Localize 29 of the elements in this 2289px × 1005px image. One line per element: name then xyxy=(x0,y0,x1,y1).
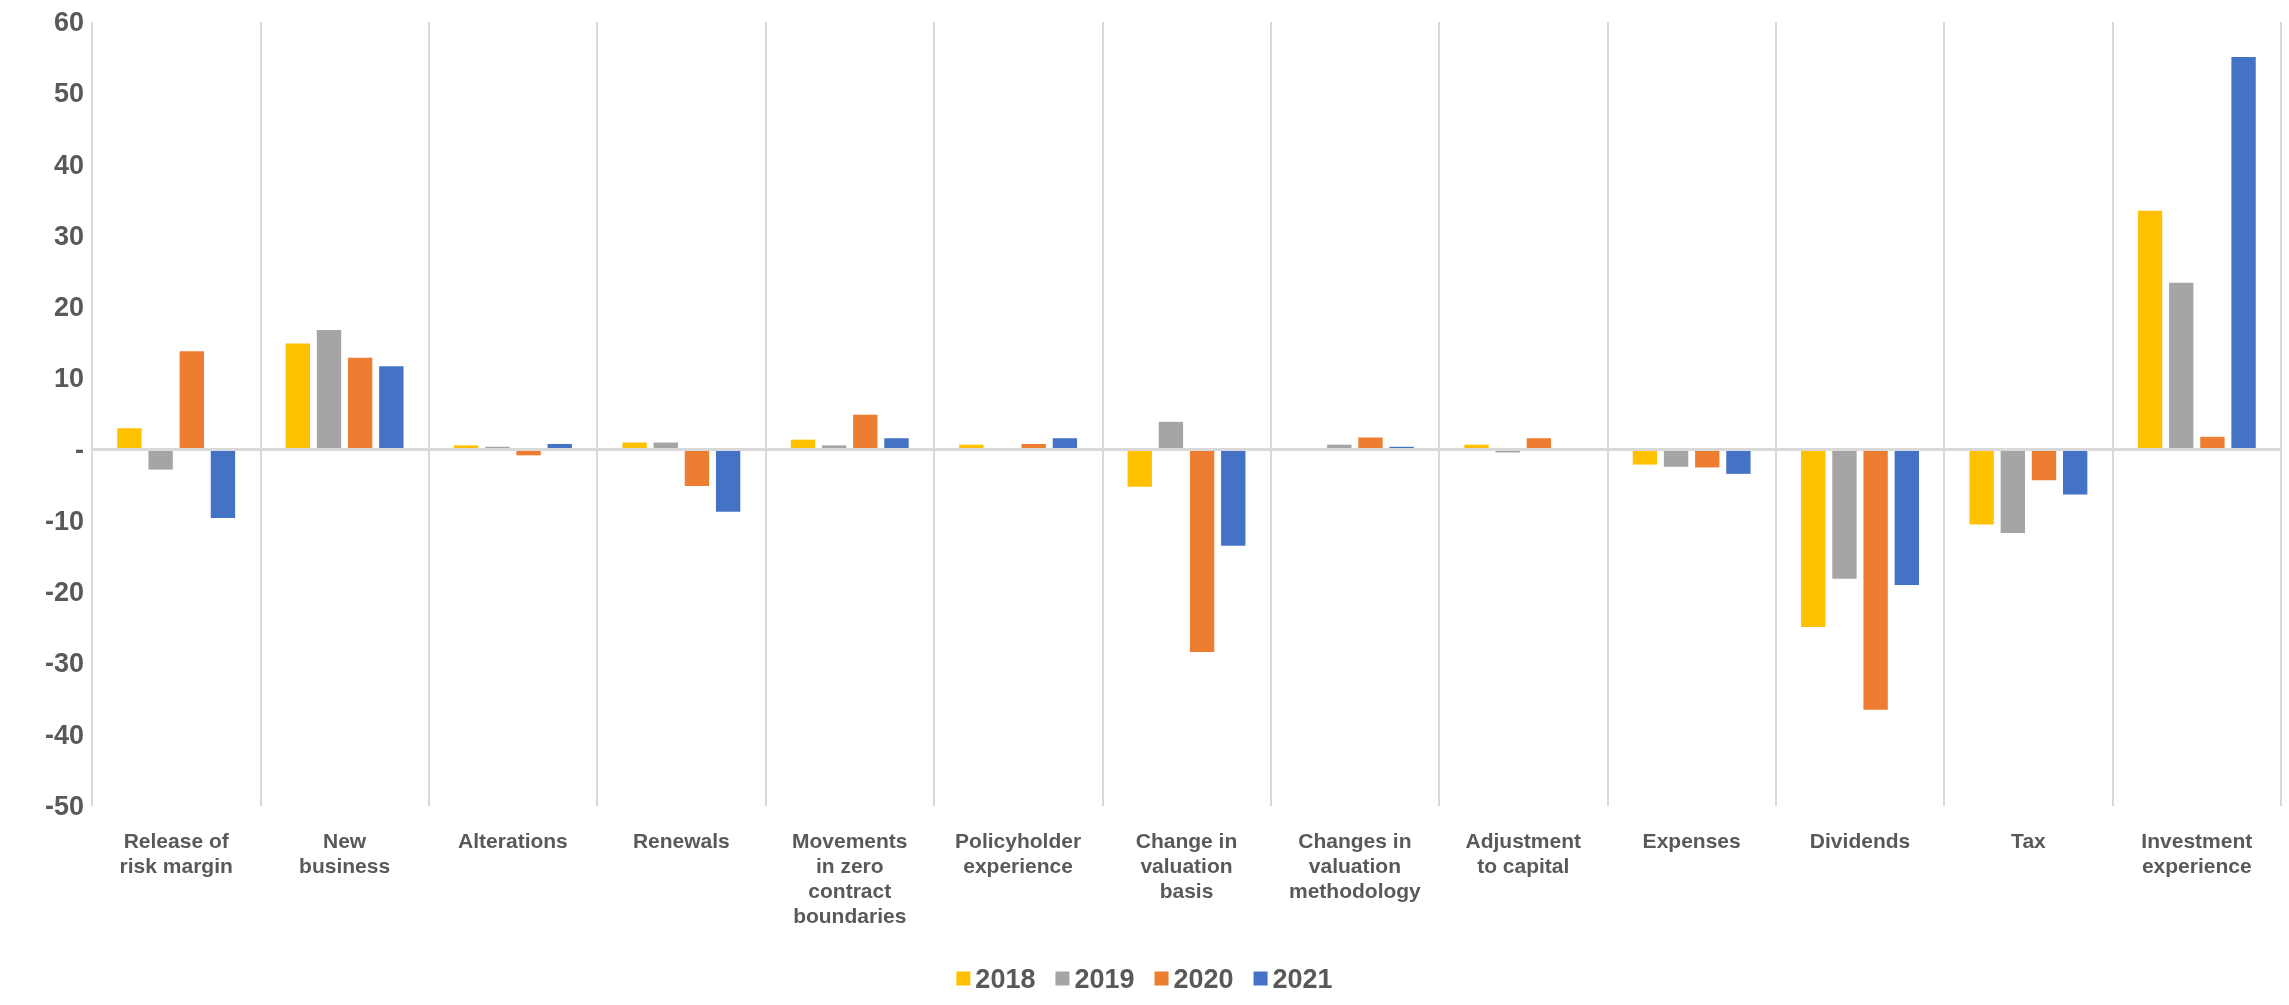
y-tick-label: -30 xyxy=(44,648,84,679)
legend-label: 2019 xyxy=(1074,963,1135,994)
x-tick-label: Investment experience xyxy=(2141,829,2253,877)
y-tick-label: 20 xyxy=(53,292,84,323)
y-tick-label: -40 xyxy=(44,719,84,750)
y-tick-label: 30 xyxy=(53,220,84,251)
y-tick-label: -20 xyxy=(44,577,84,608)
legend-label: 2020 xyxy=(1173,963,1234,994)
y-tick-label: 40 xyxy=(53,149,84,180)
y-tick-label: - xyxy=(75,434,84,465)
x-tick-label: Tax xyxy=(2011,829,2047,852)
legend-label: 2021 xyxy=(1272,963,1333,994)
y-tick-label: 10 xyxy=(53,363,84,394)
x-tick-label: Expenses xyxy=(1642,829,1741,852)
y-tick-label: 50 xyxy=(53,78,84,109)
x-tick-label: Renewals xyxy=(632,829,730,852)
x-tick-label: Movements in zero contract boundaries xyxy=(791,829,908,927)
x-tick-label: Alterations xyxy=(458,829,568,852)
x-tick-label: Dividends xyxy=(1809,829,1911,852)
x-tick-label: Changes in valuation methodology xyxy=(1288,829,1422,902)
y-tick-label: -50 xyxy=(44,791,84,821)
legend-label: 2018 xyxy=(975,963,1036,994)
x-tick-label: Change in valuation basis xyxy=(1135,829,1238,902)
x-tick-label: Release of risk margin xyxy=(119,829,233,877)
x-tick-label: Policyholder experience xyxy=(955,829,1082,877)
y-tick-label: 60 xyxy=(53,7,84,37)
y-tick-label: -10 xyxy=(44,505,84,536)
x-tick-label: Adjustment to capital xyxy=(1465,829,1582,877)
x-tick-label: New business xyxy=(299,829,391,877)
